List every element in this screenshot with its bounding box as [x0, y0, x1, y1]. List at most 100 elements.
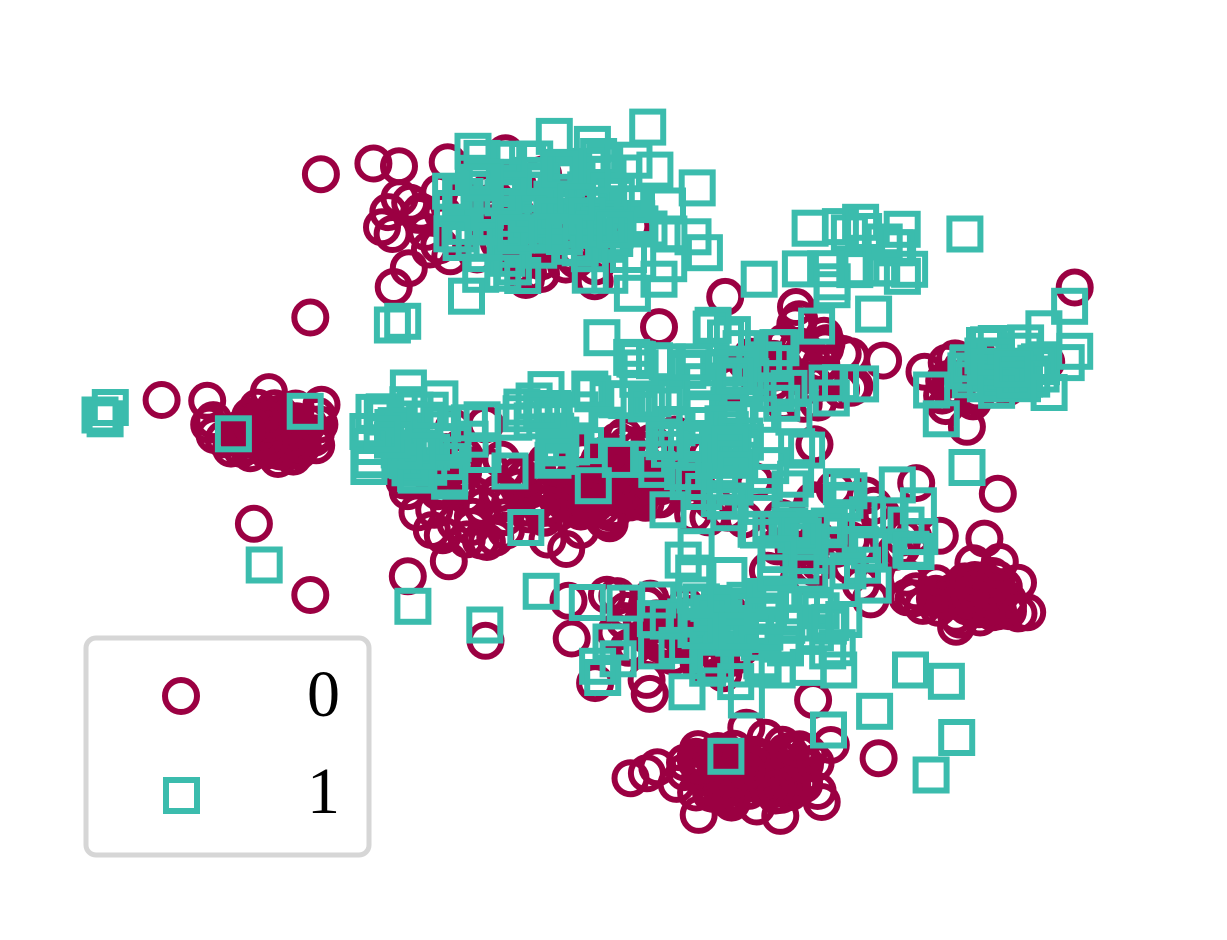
scatter-point-class-1 — [820, 651, 858, 689]
scatter-point-class-1 — [746, 578, 784, 615]
scatter-point-class-0 — [354, 144, 393, 183]
scatter-point-class-1 — [892, 651, 929, 689]
legend: 0 1 — [83, 635, 372, 858]
scatter-point-class-1 — [81, 396, 119, 434]
scatter-point-class-1 — [946, 215, 984, 253]
scatter-point-class-1 — [681, 612, 719, 650]
scatter-point-class-1 — [466, 158, 504, 196]
scatter-point-class-1 — [636, 151, 674, 189]
scatter-point-class-0 — [142, 381, 181, 419]
scatter-point-class-1 — [584, 659, 622, 696]
scatter-point-class-1 — [650, 215, 688, 253]
scatter-point-class-1 — [397, 455, 435, 493]
scatter-point-class-1 — [711, 427, 749, 464]
scatter-point-class-0 — [757, 769, 796, 808]
scatter-point-class-0 — [552, 619, 591, 658]
scatter-point-class-0 — [301, 155, 340, 194]
legend-frame — [83, 635, 372, 858]
scatter-point-class-0 — [794, 681, 833, 719]
scatter-point-class-1 — [286, 392, 324, 430]
scatter-point-class-1 — [685, 234, 723, 272]
scatter-point-class-0 — [363, 208, 401, 247]
scatter-point-class-1 — [374, 421, 411, 459]
scatter-point-class-1 — [825, 601, 863, 638]
scatter-point-class-1 — [927, 662, 965, 700]
scatter-point-class-1 — [781, 250, 819, 288]
scatter-point-class-1 — [1051, 287, 1089, 325]
scatter-point-class-1 — [579, 647, 617, 685]
scatter-point-class-1 — [865, 223, 903, 261]
scatter-point-class-0 — [773, 765, 812, 804]
scatter-point-class-1 — [522, 572, 560, 610]
scatter-point-class-0 — [541, 492, 580, 531]
scatter-point-class-1 — [411, 391, 449, 429]
scatter-point-class-1 — [676, 576, 714, 614]
scatter-point-class-1 — [627, 385, 665, 423]
scatter-point-class-1 — [798, 307, 836, 345]
scatter-point-class-1 — [912, 756, 950, 794]
scatter-point-class-0 — [481, 473, 520, 512]
legend-marker-circle — [162, 677, 200, 715]
scatter-point-class-1 — [829, 552, 867, 590]
scatter-point-class-0 — [965, 519, 1004, 558]
scatter-point-class-1 — [810, 711, 847, 749]
scatter-point-class-1 — [675, 463, 713, 500]
scatter-point-class-0 — [683, 758, 722, 797]
scatter-point-class-1 — [1056, 332, 1094, 370]
scatter-point-class-1 — [740, 260, 778, 298]
scatter-point-class-1 — [813, 271, 851, 309]
scatter-point-class-1 — [758, 651, 796, 689]
scatter-point-class-1 — [993, 350, 1031, 388]
scatter-point-class-1 — [649, 491, 687, 529]
scatter-point-class-1 — [601, 440, 639, 478]
scatter-point-class-1 — [822, 364, 859, 402]
scatter-point-class-1 — [685, 473, 723, 510]
scatter-point-class-1 — [568, 584, 606, 621]
scatter-point-class-1 — [583, 319, 621, 357]
scatter-point-class-1 — [484, 254, 522, 292]
scatter-point-class-1 — [557, 183, 595, 221]
scatter-point-class-1 — [883, 257, 921, 295]
scatter-point-class-1 — [373, 306, 411, 344]
scatter-point-class-0 — [611, 759, 650, 798]
scatter-point-class-1 — [922, 400, 960, 438]
scatter-point-class-1 — [394, 587, 432, 625]
scatter-point-class-1 — [771, 470, 809, 508]
scatter-point-class-1 — [842, 365, 880, 403]
scatter-point-class-1 — [606, 584, 644, 622]
scatter-point-class-1 — [460, 164, 498, 202]
scatter-point-class-0 — [950, 575, 989, 614]
scatter-point-class-1 — [539, 437, 577, 475]
scatter-point-class-1 — [574, 467, 612, 505]
scatter-point-class-1 — [791, 209, 829, 247]
scatter-point-class-1 — [91, 389, 129, 426]
scatter-point-class-1 — [646, 421, 684, 459]
scatter-point-class-1 — [86, 400, 124, 438]
scatter-point-class-1 — [613, 274, 651, 312]
scatter-point-class-1 — [588, 406, 626, 444]
scatter-point-class-1 — [523, 391, 561, 429]
scatter-point-class-1 — [862, 249, 900, 287]
scatter-point-class-1 — [802, 592, 840, 630]
scatter-point-class-0 — [999, 594, 1038, 633]
scatter-point-class-1 — [810, 507, 848, 545]
scatter-point-class-1 — [807, 250, 845, 288]
scatter-point-class-1 — [384, 302, 422, 340]
scatter-point-class-1 — [545, 218, 583, 255]
scatter-point-class-0 — [859, 739, 898, 778]
scatter-point-class-1 — [842, 249, 880, 287]
scatter-point-class-0 — [864, 341, 903, 380]
scatter-point-class-1 — [406, 401, 444, 439]
scatter-point-class-1 — [363, 415, 401, 453]
scatter-point-class-1 — [948, 449, 986, 486]
scatter-point-class-1 — [621, 349, 659, 387]
scatter-point-class-1 — [759, 535, 797, 573]
scatter-point-class-0 — [398, 493, 437, 532]
scatter-point-class-1 — [850, 532, 888, 570]
scatter-point-class-0 — [978, 474, 1017, 513]
legend-label-1: 1 — [307, 755, 340, 828]
scatter-point-class-1 — [448, 277, 485, 315]
scatter-point-class-1 — [668, 673, 706, 711]
scatter-point-class-0 — [630, 674, 669, 713]
